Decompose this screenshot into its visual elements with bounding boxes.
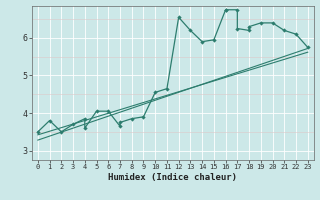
X-axis label: Humidex (Indice chaleur): Humidex (Indice chaleur) [108,173,237,182]
